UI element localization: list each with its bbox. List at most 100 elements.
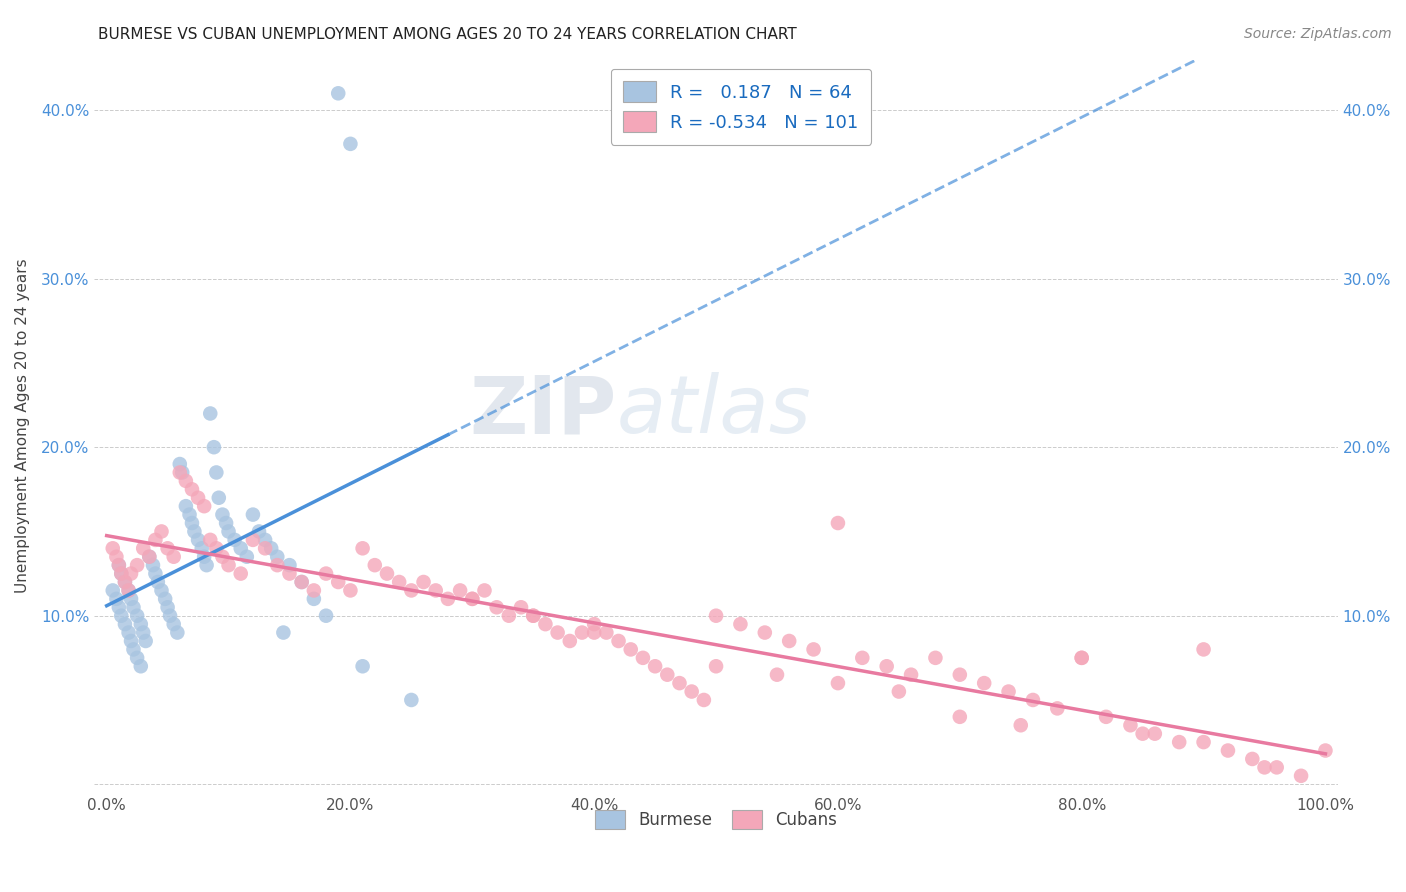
Point (704, 659, 727, 673)
Point (449, 583, 471, 598)
Point (547, 625, 569, 640)
Point (851, 650, 873, 665)
Point (150, 583, 173, 598)
Point (172, 466, 194, 480)
Point (1070, 650, 1092, 665)
Point (218, 558, 240, 573)
Point (1192, 735, 1215, 749)
Point (644, 659, 666, 673)
Point (876, 659, 898, 673)
Point (887, 684, 910, 698)
Text: atlas: atlas (617, 373, 811, 450)
Point (558, 634, 581, 648)
Point (681, 684, 703, 698)
Point (129, 659, 152, 673)
Point (187, 491, 209, 505)
Point (120, 591, 142, 606)
Point (114, 617, 136, 632)
Point (302, 583, 325, 598)
Point (138, 549, 160, 564)
Point (315, 608, 337, 623)
Point (114, 574, 136, 589)
Point (1253, 760, 1275, 774)
Point (827, 676, 849, 690)
Point (997, 684, 1019, 698)
Point (266, 549, 288, 564)
Point (754, 625, 776, 640)
Point (412, 574, 434, 589)
Point (169, 466, 191, 480)
Point (949, 667, 972, 681)
Point (200, 533, 222, 547)
Point (166, 625, 188, 640)
Point (169, 457, 191, 471)
Point (190, 541, 212, 556)
Y-axis label: Unemployment Among Ages 20 to 24 years: Unemployment Among Ages 20 to 24 years (15, 259, 30, 593)
Point (352, 659, 374, 673)
Point (135, 634, 157, 648)
Point (1119, 718, 1142, 732)
Point (339, 136, 361, 151)
Point (339, 583, 361, 598)
Point (973, 676, 995, 690)
Point (153, 591, 176, 606)
Point (388, 574, 411, 589)
Point (122, 642, 145, 657)
Point (218, 524, 240, 539)
Point (117, 625, 139, 640)
Text: ZIP: ZIP (470, 373, 617, 450)
Point (211, 508, 233, 522)
Point (375, 566, 398, 581)
Point (200, 407, 222, 421)
Point (1022, 693, 1045, 707)
Point (803, 642, 825, 657)
Point (142, 558, 165, 573)
Point (254, 541, 277, 556)
Point (105, 591, 128, 606)
Point (110, 566, 132, 581)
Point (163, 549, 186, 564)
Point (229, 541, 252, 556)
Point (571, 625, 593, 640)
Point (205, 541, 228, 556)
Point (364, 558, 387, 573)
Point (704, 608, 727, 623)
Point (120, 634, 142, 648)
Point (127, 608, 149, 623)
Point (522, 608, 544, 623)
Point (193, 499, 215, 513)
Point (229, 566, 252, 581)
Point (108, 600, 131, 615)
Point (132, 541, 155, 556)
Point (145, 533, 167, 547)
Legend: Burmese, Cubans: Burmese, Cubans (588, 803, 844, 836)
Point (193, 549, 215, 564)
Point (583, 625, 606, 640)
Point (291, 574, 314, 589)
Point (657, 667, 679, 681)
Point (1095, 710, 1118, 724)
Point (474, 583, 496, 598)
Point (145, 566, 167, 581)
Point (827, 516, 849, 530)
Point (778, 634, 800, 648)
Point (924, 650, 946, 665)
Point (1132, 727, 1154, 741)
Point (195, 558, 218, 573)
Point (150, 524, 173, 539)
Point (110, 608, 132, 623)
Point (146, 574, 169, 589)
Point (105, 549, 128, 564)
Point (181, 516, 204, 530)
Point (583, 617, 606, 632)
Point (117, 583, 139, 598)
Point (631, 650, 654, 665)
Point (437, 591, 460, 606)
Text: BURMESE VS CUBAN UNEMPLOYMENT AMONG AGES 20 TO 24 YEARS CORRELATION CHART: BURMESE VS CUBAN UNEMPLOYMENT AMONG AGES… (98, 27, 797, 42)
Point (211, 549, 233, 564)
Point (181, 483, 204, 497)
Point (208, 491, 231, 505)
Point (117, 583, 139, 598)
Point (949, 710, 972, 724)
Point (132, 625, 155, 640)
